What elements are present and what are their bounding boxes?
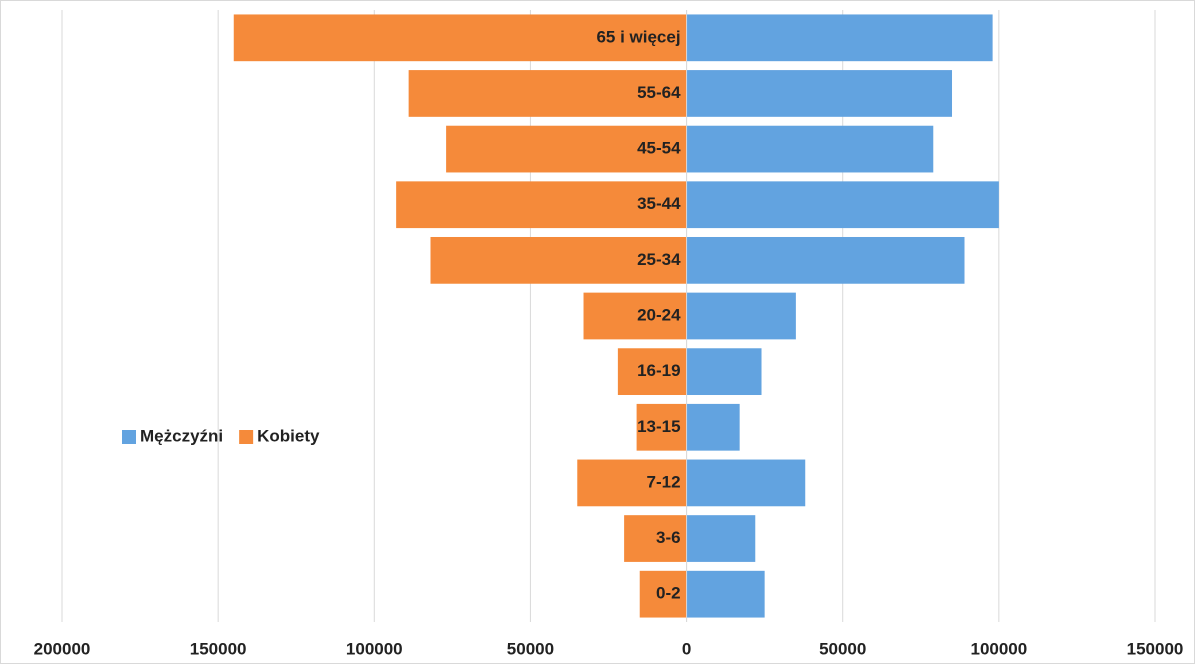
category-label: 7-12 bbox=[647, 472, 681, 491]
bar bbox=[233, 14, 687, 62]
category-label: 3-6 bbox=[656, 528, 681, 547]
category-label: 16-19 bbox=[637, 361, 680, 380]
bar bbox=[686, 403, 740, 451]
x-tick-label: 200000 bbox=[34, 639, 91, 658]
bar bbox=[686, 14, 993, 62]
x-tick-label: 50000 bbox=[819, 639, 866, 658]
category-label: 0-2 bbox=[656, 584, 681, 603]
bar bbox=[686, 125, 934, 173]
bar bbox=[577, 459, 687, 507]
x-tick-label: 100000 bbox=[346, 639, 403, 658]
legend-swatch bbox=[122, 430, 136, 444]
bar bbox=[686, 570, 765, 618]
category-label: 25-34 bbox=[637, 250, 681, 269]
bar bbox=[686, 515, 756, 562]
bar bbox=[686, 236, 965, 284]
legend-label: Kobiety bbox=[257, 426, 320, 445]
bar bbox=[686, 459, 806, 507]
bar bbox=[583, 292, 687, 340]
bar bbox=[686, 181, 999, 229]
x-tick-label: 0 bbox=[682, 639, 691, 658]
category-label: 20-24 bbox=[637, 305, 681, 324]
category-label: 45-54 bbox=[637, 139, 681, 158]
bar bbox=[617, 348, 687, 396]
bar bbox=[636, 403, 687, 451]
x-tick-label: 50000 bbox=[507, 639, 554, 658]
bar bbox=[446, 125, 687, 173]
legend-swatch bbox=[239, 430, 254, 444]
bar bbox=[396, 181, 687, 229]
x-tick-label: 150000 bbox=[190, 639, 247, 658]
bar bbox=[639, 570, 687, 618]
category-label: 13-15 bbox=[637, 417, 680, 436]
bar bbox=[408, 70, 687, 117]
category-label: 65 i więcej bbox=[596, 27, 680, 46]
bar bbox=[430, 236, 687, 284]
bar bbox=[624, 515, 687, 562]
x-tick-label: 150000 bbox=[1127, 639, 1184, 658]
bar bbox=[686, 70, 953, 117]
bar bbox=[686, 348, 762, 396]
bar bbox=[686, 292, 796, 340]
legend-label: Mężczyźni bbox=[140, 426, 223, 445]
x-tick-label: 100000 bbox=[970, 639, 1027, 658]
category-label: 55-64 bbox=[637, 83, 681, 102]
category-label: 35-44 bbox=[637, 194, 681, 213]
